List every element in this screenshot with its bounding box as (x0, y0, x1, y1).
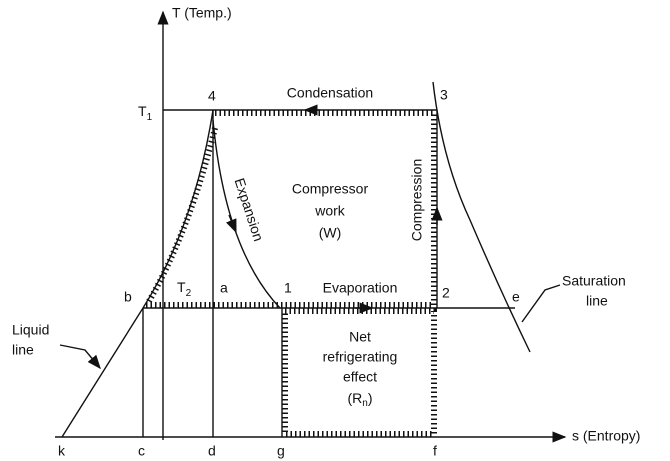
point-label: 1 (284, 280, 292, 296)
leader (59, 344, 101, 370)
cycle-hatch (145, 110, 437, 308)
entropy-label: k (58, 443, 66, 459)
y-axis-label: T (Temp.) (172, 5, 232, 21)
temp-label: T1 (138, 103, 153, 123)
point-label: e (512, 289, 520, 305)
temp-label: T2 (177, 279, 192, 299)
x-axis-label: s (Entropy) (572, 428, 640, 444)
region-label: effect (343, 369, 377, 385)
entropy-label: g (277, 443, 285, 459)
point-label: 4 (208, 88, 216, 104)
process-label: Evaporation (323, 280, 398, 296)
flow-arrow (226, 214, 237, 234)
refrigerating-effect-hatch (282, 308, 437, 437)
point-label: a (220, 280, 228, 296)
region-label: work (314, 203, 346, 219)
point-label: 3 (440, 87, 448, 103)
callout-label: Saturation (562, 273, 626, 289)
entropy-label: f (433, 443, 437, 459)
entropy-label: c (138, 443, 145, 459)
callout-label: line (12, 342, 34, 358)
callout-label: Liquid (12, 322, 49, 338)
region-label: Compressor (292, 181, 369, 197)
region-label: (W) (319, 225, 342, 241)
region-label: (Rn) (347, 390, 372, 409)
region-label: refrigerating (323, 349, 398, 365)
point-label: 2 (442, 285, 450, 301)
callout-label: line (586, 293, 608, 309)
cycle-hatch (145, 127, 218, 305)
process-label: Condensation (287, 85, 373, 101)
saturation-line (432, 81, 531, 353)
process-label: Compression (409, 159, 425, 241)
leader (521, 284, 561, 323)
region-label: Net (349, 329, 371, 345)
point-label: b (124, 289, 132, 305)
liquid-line (61, 109, 214, 438)
entropy-label: d (208, 443, 216, 459)
